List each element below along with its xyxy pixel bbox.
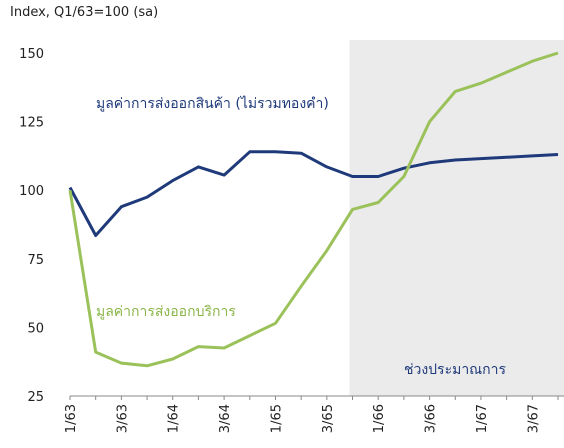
x-tick-label: 3/65 xyxy=(321,404,336,433)
y-tick-label: 75 xyxy=(27,253,44,268)
x-tick-label: 3/66 xyxy=(424,404,439,433)
x-tick-label: 1/63 xyxy=(64,404,79,433)
series-label: มูลค่าการส่งออกสินค้า (ไม่รวมทองคำ) xyxy=(96,95,329,112)
y-tick-label: 100 xyxy=(19,184,44,199)
x-tick-label: 3/63 xyxy=(115,404,130,433)
series-line xyxy=(68,51,559,368)
x-tick-label: 1/66 xyxy=(372,404,387,433)
y-tick-label: 25 xyxy=(27,390,44,405)
forecast-label: ช่วงประมาณการ xyxy=(404,362,507,378)
x-tick-label: 3/67 xyxy=(526,404,541,433)
series-label: มูลค่าการส่งออกบริการ xyxy=(96,304,236,320)
y-tick-label: 125 xyxy=(19,116,44,131)
y-tick-label: 50 xyxy=(27,321,44,336)
series-line xyxy=(68,150,559,237)
forecast-region xyxy=(349,40,564,396)
y-tick-label: 150 xyxy=(19,47,44,62)
x-tick-label: 1/64 xyxy=(167,404,182,433)
x-tick-label: 3/64 xyxy=(218,404,233,433)
x-tick-label: 1/67 xyxy=(475,404,490,433)
chart-title: Index, Q1/63=100 (sa) xyxy=(10,5,158,20)
x-tick-label: 1/65 xyxy=(269,404,284,433)
